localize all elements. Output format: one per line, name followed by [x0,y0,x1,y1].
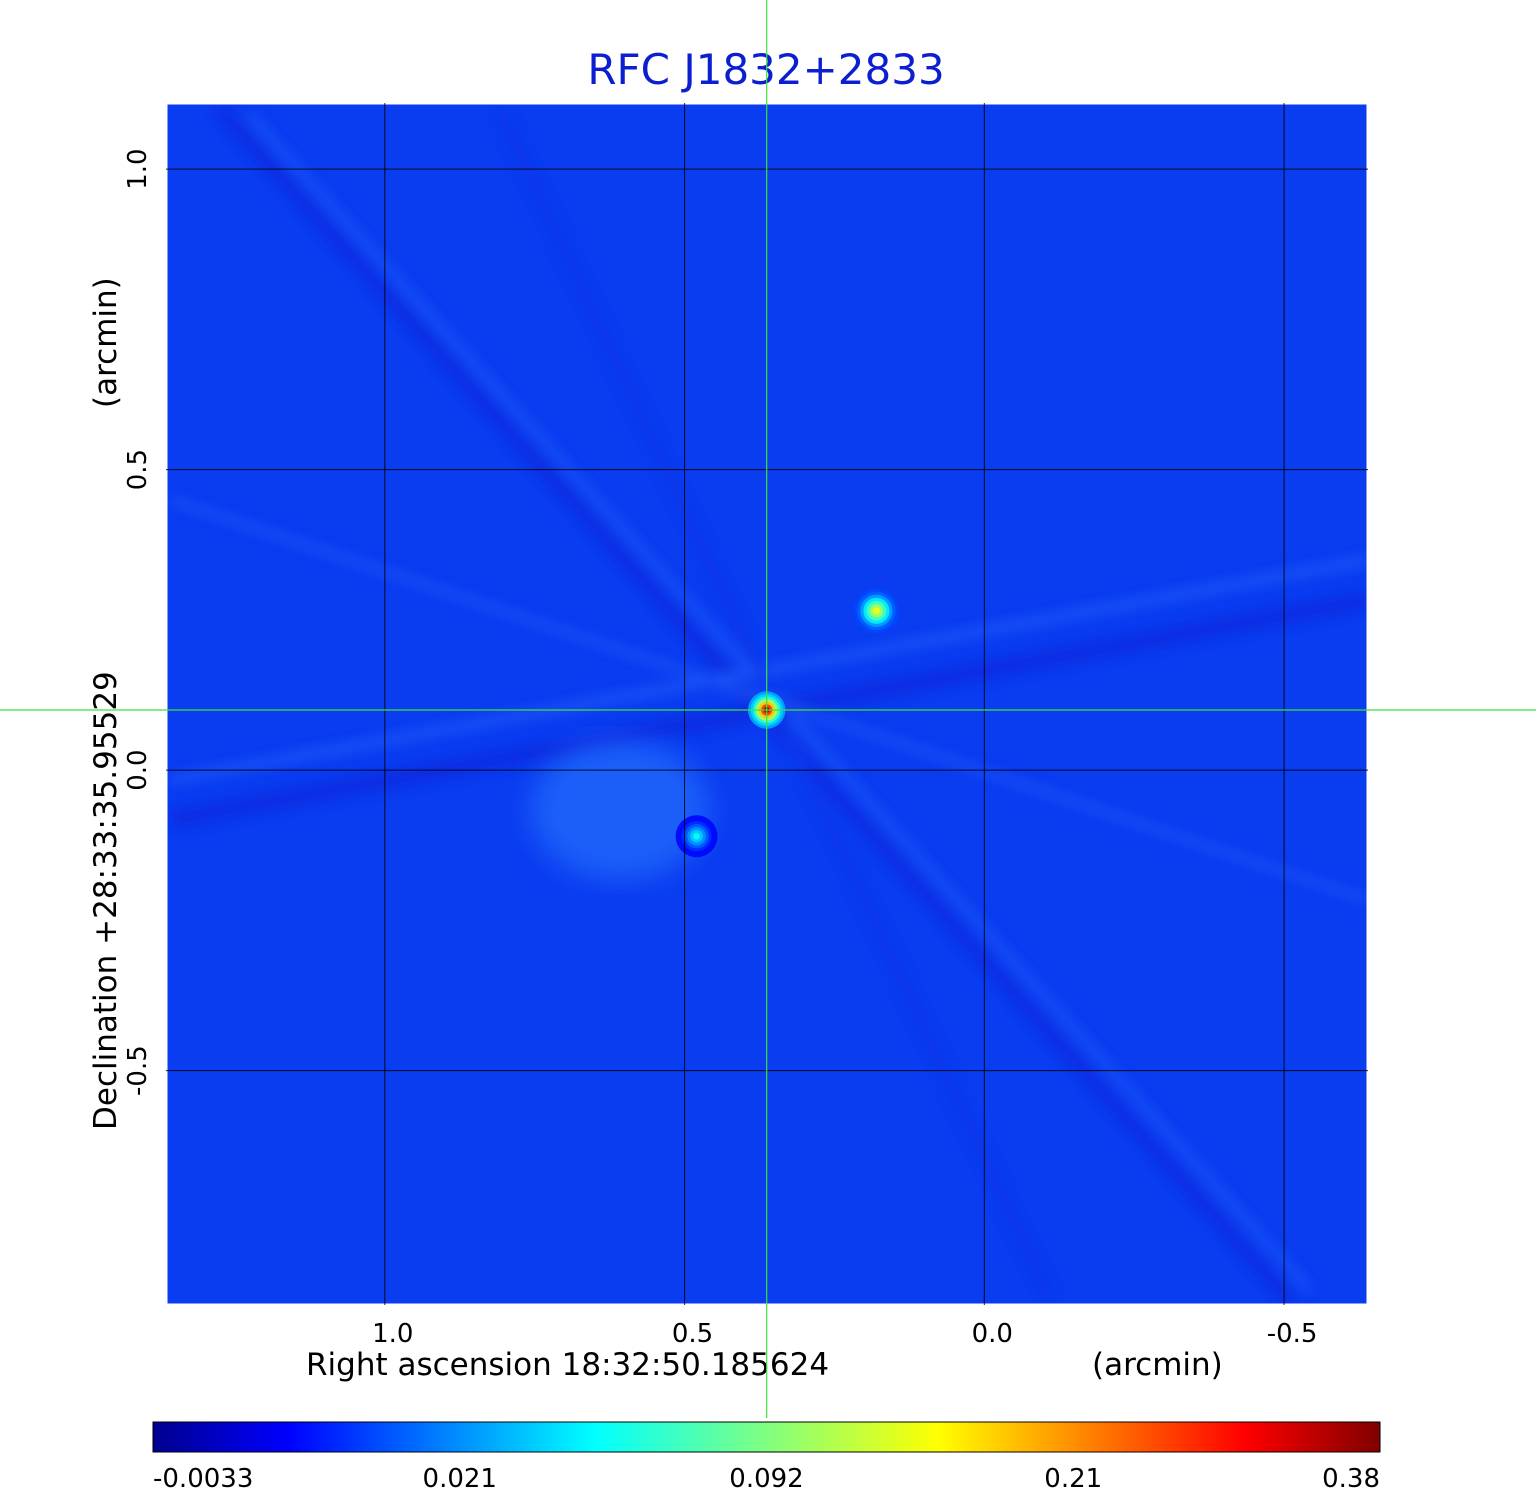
colorbar-tick-label: 0.092 [729,1464,803,1494]
x-axis-unit: (arcmin) [1092,1347,1223,1383]
colorbar-tick-labels: -0.0033 0.021 0.092 0.21 0.38 [153,1464,1380,1494]
x-tick-label: 0.5 [672,1319,713,1349]
colorbar [152,1421,1381,1453]
x-tick-label: -0.5 [1267,1319,1318,1349]
colorbar-tick-label: 0.38 [1322,1464,1380,1494]
source-contour [693,832,700,840]
y-tick-label: -0.5 [123,1045,153,1096]
crosshair [0,0,1536,1418]
x-axis-label: Right ascension 18:32:50.185624 [306,1347,829,1383]
extended-emission [530,740,710,880]
source-contour [872,607,881,615]
y-tick-label: 0.0 [123,749,153,790]
chart-title: RFC J1832+2833 [587,45,944,94]
x-tick-label: 0.0 [972,1319,1013,1349]
colorbar-tick-label: 0.21 [1044,1464,1102,1494]
colorbar-tick-label: -0.0033 [153,1464,253,1494]
x-tick-label: 1.0 [372,1319,413,1349]
y-tick-labels: 1.0 0.5 0.0 -0.5 [123,148,153,1096]
y-axis-unit: (arcmin) [88,277,124,408]
colorbar-tick-label: 0.021 [423,1464,497,1494]
source-jet-nw [853,588,899,634]
y-tick-label: 1.0 [123,148,153,189]
y-tick-label: 0.5 [123,449,153,490]
x-tick-labels: 1.0 0.5 0.0 -0.5 [372,1319,1317,1349]
y-axis-label: Declination +28:33:35.95529 [88,671,124,1130]
source-jet-se [675,815,718,858]
